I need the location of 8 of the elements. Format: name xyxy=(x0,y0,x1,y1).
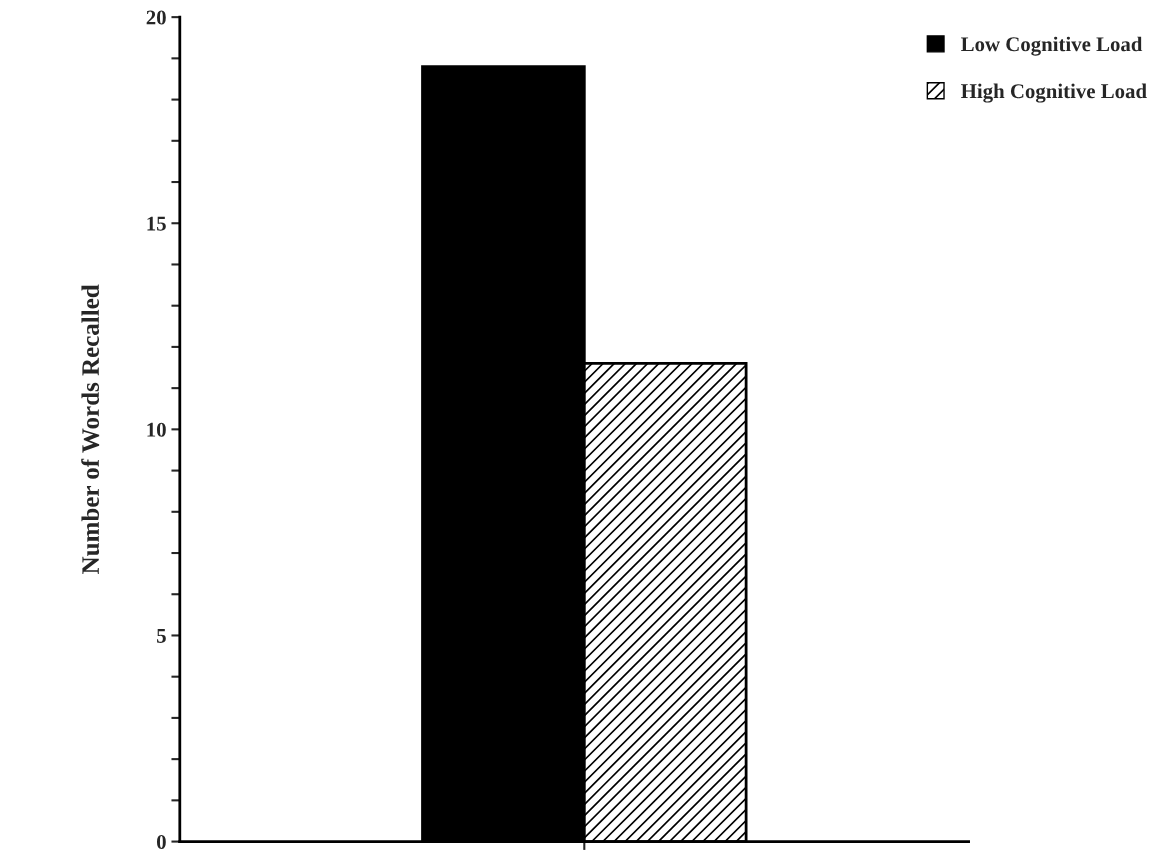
y-tick-label: 5 xyxy=(157,629,166,643)
legend-label: High Cognitive Load xyxy=(961,83,1147,103)
y-tick-label: 15 xyxy=(147,216,166,231)
y-tick-label: 20 xyxy=(146,10,166,25)
y-tick-label: 0 xyxy=(156,834,166,850)
y-tick-label: 10 xyxy=(147,422,166,437)
legend-label: Low Cognitive Load xyxy=(961,36,1143,56)
y-axis-title: Number of Words Recalled xyxy=(81,284,100,574)
